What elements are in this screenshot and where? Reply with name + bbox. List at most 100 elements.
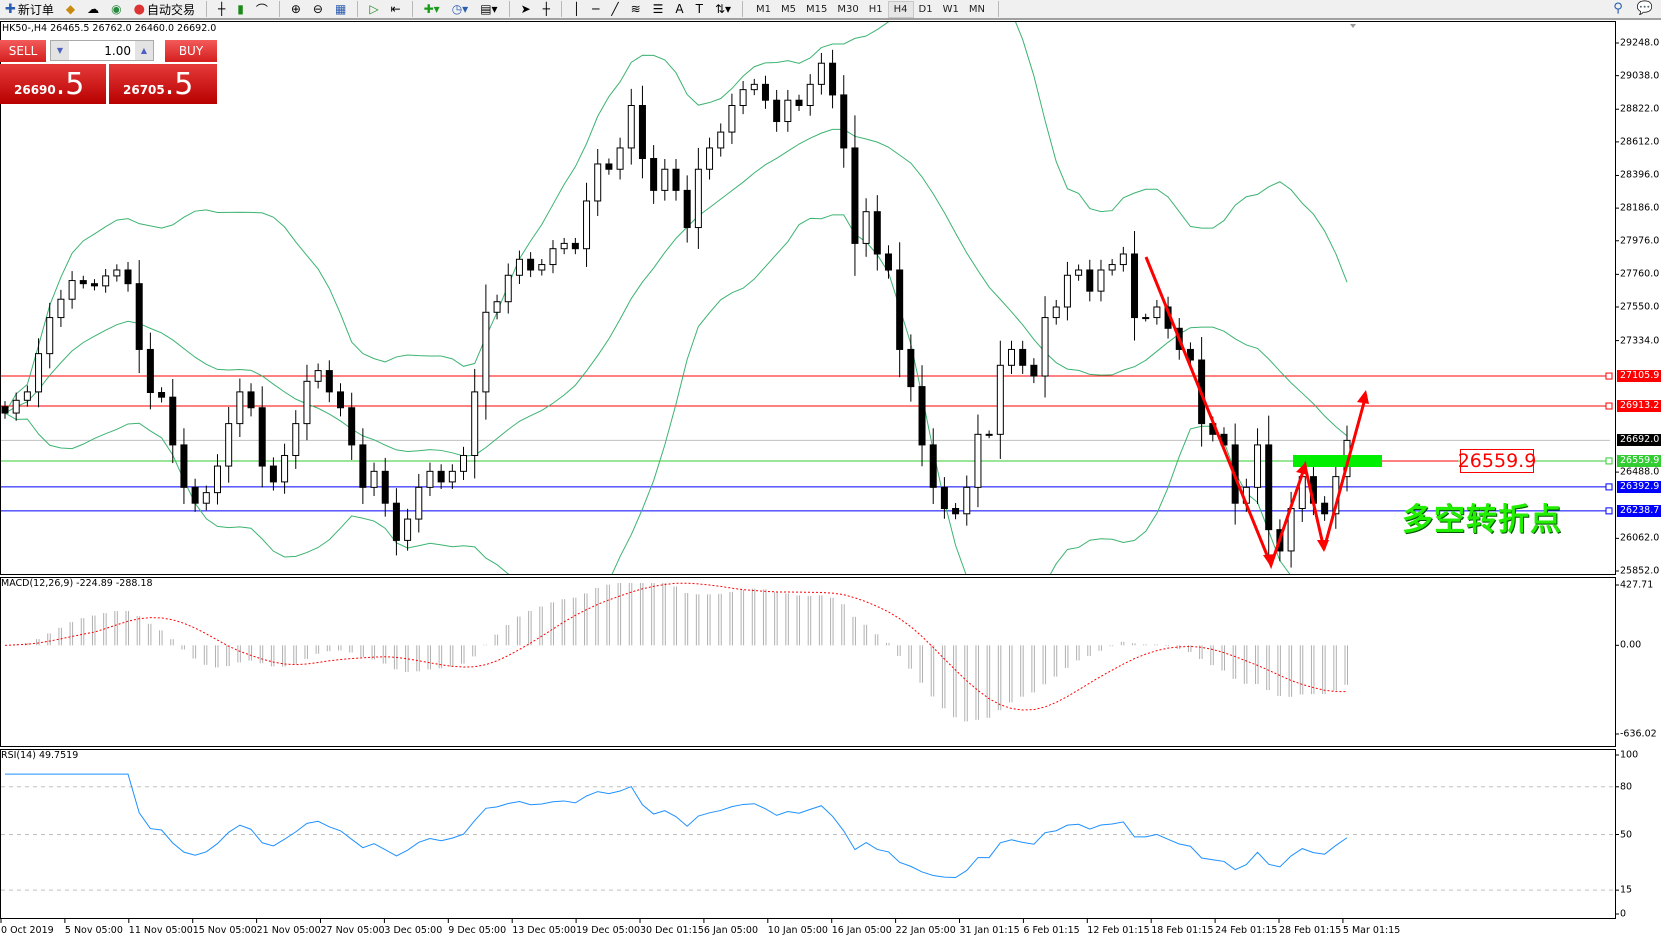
candle [258, 386, 266, 488]
trendline-icon[interactable]: ╱ [611, 2, 619, 16]
candle-body [549, 248, 557, 266]
candle-body [1131, 253, 1139, 319]
level-handle [1605, 483, 1613, 491]
lot-stepper[interactable]: ▼ 1.00 ▲ [50, 40, 154, 61]
candle-body [717, 131, 725, 149]
candle-body [1008, 348, 1015, 366]
horizontal-line-icon[interactable]: ─ [592, 2, 600, 16]
level-label-box[interactable]: 26559.9 [1457, 449, 1537, 473]
candle-body [437, 470, 445, 483]
price-axis-label: 27334.0 [1620, 335, 1660, 347]
timeframe-m1[interactable]: M1 [756, 3, 772, 15]
candle-body [448, 470, 456, 483]
candle [1097, 259, 1105, 302]
candle [504, 263, 512, 314]
new-order-label: 新订单 [17, 2, 54, 17]
candle [471, 368, 479, 479]
price-level-tag: 26392.9 [1617, 480, 1661, 493]
line-chart-icon[interactable]: ⌒ [255, 2, 268, 17]
timeframe-h1[interactable]: H1 [868, 3, 883, 15]
text-icon[interactable]: A [675, 2, 684, 16]
vertical-line-icon[interactable]: │ [572, 2, 581, 16]
candle-body [1119, 253, 1127, 266]
timeframe-w1[interactable]: W1 [942, 3, 959, 15]
timeframe-m15[interactable]: M15 [806, 3, 828, 15]
candle-body [102, 275, 110, 287]
candle [985, 430, 993, 439]
candle [795, 94, 803, 111]
candle [952, 503, 960, 520]
candle-body [325, 370, 333, 393]
zoom-out-icon[interactable]: ⊖ [312, 2, 323, 16]
price-level-tag: 26692.0 [1617, 434, 1661, 447]
candle [806, 74, 814, 116]
candle-body [225, 423, 233, 467]
turn-point-text[interactable]: 多空转折点 [1402, 502, 1562, 538]
candle [1052, 299, 1060, 325]
sell-price[interactable]: 26690.5 [0, 64, 106, 104]
arrows-icon[interactable]: ⇅▾ [714, 2, 732, 16]
autoscroll-icon[interactable]: ▷ [369, 2, 379, 16]
timeframe-h4[interactable]: H4 [887, 0, 914, 18]
chart-info: HK50-,H4 26465.5 26762.0 26460.0 26692.0 [2, 23, 217, 34]
timeframe-m30[interactable]: M30 [837, 3, 859, 15]
sell-button[interactable]: SELL [0, 40, 46, 62]
timeframe-m5[interactable]: M5 [781, 3, 797, 15]
candle-body [46, 317, 54, 355]
candle-body [974, 433, 982, 488]
tile-icon[interactable]: ▦ [334, 2, 347, 16]
arrow-head [1263, 554, 1276, 567]
candle [583, 182, 591, 267]
candle-chart-icon[interactable]: ▮ [237, 2, 244, 16]
candle-body [605, 163, 613, 170]
time-axis-label: 28 Feb 01:15 [1279, 925, 1342, 936]
candle-body [303, 380, 311, 425]
gold-icon[interactable]: ◆ [65, 2, 76, 16]
lot-increase-icon[interactable]: ▲ [135, 41, 153, 60]
chat-icon[interactable]: 💬 [1636, 1, 1653, 16]
auto-trading-button[interactable]: ● 自动交易 [131, 0, 198, 18]
time-axis-label: 11 Nov 05:00 [128, 925, 193, 936]
candle-body [773, 99, 781, 123]
chart-shift-icon[interactable]: ⇤ [390, 2, 401, 16]
signal-icon[interactable]: ◉ [111, 2, 122, 16]
candle [672, 159, 680, 201]
candle-body [862, 211, 870, 244]
candle-body [113, 269, 121, 277]
buy-button[interactable]: BUY [165, 40, 217, 62]
candle-body [1086, 269, 1094, 292]
divider [508, 1, 510, 17]
cloud-icon[interactable]: ☁ [87, 2, 100, 16]
period-icon[interactable]: ◷▾ [451, 2, 469, 16]
candle [873, 195, 881, 271]
lot-input[interactable]: 1.00 [104, 43, 131, 58]
candle-body [728, 105, 736, 133]
template-icon[interactable]: ▤▾ [480, 2, 498, 16]
label-icon[interactable]: T [695, 2, 703, 16]
fibo-fan-icon[interactable]: ☰ [652, 2, 664, 16]
candle [594, 148, 602, 216]
candle-body [471, 391, 479, 456]
time-axis-label: 30 Dec 01:15 [640, 925, 704, 936]
candle [829, 49, 837, 109]
add-indicator-icon[interactable]: ✚▾ [423, 2, 440, 16]
zoom-in-icon[interactable]: ⊕ [290, 2, 301, 16]
buy-price[interactable]: 26705.5 [109, 64, 217, 104]
bar-chart-icon[interactable]: ┼ [218, 2, 226, 16]
fibonacci-icon[interactable]: ≋ [630, 2, 641, 16]
candle-body [940, 486, 948, 509]
candle-body [504, 274, 512, 303]
timeframe-d1[interactable]: D1 [918, 3, 933, 15]
price-axis-label: 25852.0 [1620, 565, 1660, 577]
timeframe-mn[interactable]: MN [968, 3, 985, 15]
new-order-button[interactable]: ✚ 新订单 [2, 0, 57, 18]
price-level-tag: 26238.7 [1617, 504, 1661, 517]
lot-decrease-icon[interactable]: ▼ [51, 41, 69, 60]
candle [728, 93, 736, 144]
search-icon[interactable]: ⚲ [1613, 1, 1623, 16]
candle-body [661, 168, 669, 191]
cursor-icon[interactable]: ➤ [520, 2, 531, 16]
crosshair-icon[interactable]: ┼ [542, 2, 550, 16]
rsi-axis-label: 100 [1620, 749, 1639, 761]
